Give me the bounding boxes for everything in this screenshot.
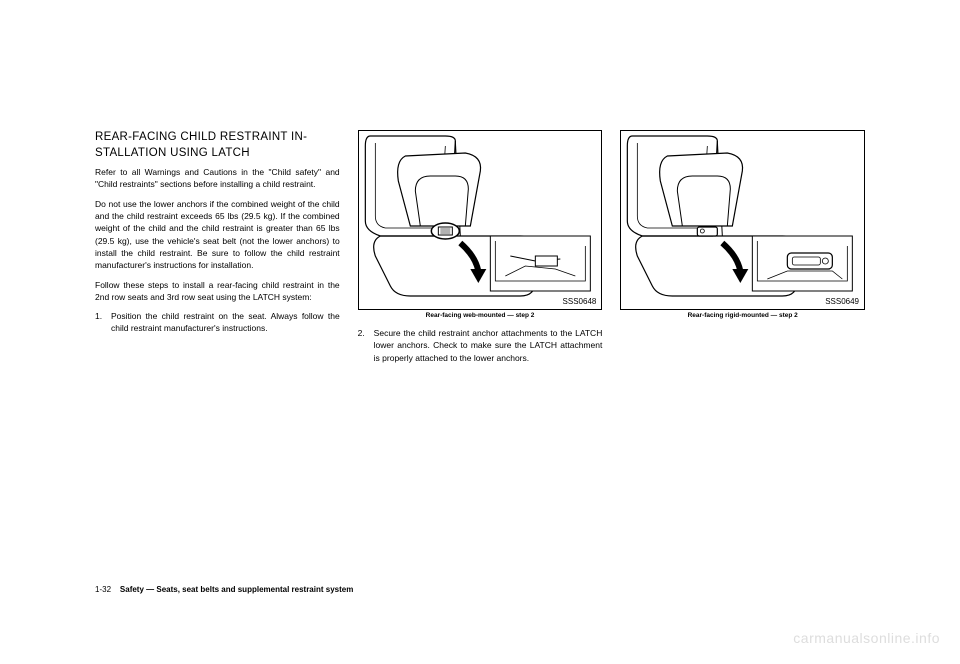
list-text: Secure the child restraint anchor attach… xyxy=(374,327,603,364)
figure-code: SSS0649 xyxy=(825,297,859,306)
section-title: REAR-FACING CHILD RESTRAINT IN-STALLATIO… xyxy=(95,130,340,161)
footer-section-title: Safety — Seats, seat belts and supplemen… xyxy=(120,585,353,594)
list-item-2: 2. Secure the child restraint anchor att… xyxy=(358,327,603,364)
figure-caption: Rear-facing web-mounted — step 2 xyxy=(358,312,603,319)
list-number: 2. xyxy=(358,327,374,364)
figure-caption: Rear-facing rigid-mounted — step 2 xyxy=(620,312,865,319)
page-footer: 1-32 Safety — Seats, seat belts and supp… xyxy=(95,585,353,594)
seat-illustration-icon xyxy=(621,131,864,309)
column-3: SSS0649 Rear-facing rigid-mounted — step… xyxy=(620,130,865,371)
paragraph: Do not use the lower anchors if the comb… xyxy=(95,198,340,272)
list-number: 1. xyxy=(95,310,111,335)
list-item-1: 1. Position the child restraint on the s… xyxy=(95,310,340,335)
page-number: 1-32 xyxy=(95,585,111,594)
list-text: Position the child restraint on the seat… xyxy=(111,310,340,335)
page-content: REAR-FACING CHILD RESTRAINT IN-STALLATIO… xyxy=(95,130,865,371)
watermark: carmanualsonline.info xyxy=(793,630,940,646)
seat-illustration-icon xyxy=(359,131,602,309)
paragraph: Refer to all Warnings and Cautions in th… xyxy=(95,166,340,191)
column-1: REAR-FACING CHILD RESTRAINT IN-STALLATIO… xyxy=(95,130,340,371)
figure-web-mounted: SSS0648 xyxy=(358,130,603,310)
figure-rigid-mounted: SSS0649 xyxy=(620,130,865,310)
figure-code: SSS0648 xyxy=(563,297,597,306)
paragraph: Follow these steps to install a rear-fac… xyxy=(95,279,340,304)
column-2: SSS0648 Rear-facing web-mounted — step 2… xyxy=(358,130,603,371)
